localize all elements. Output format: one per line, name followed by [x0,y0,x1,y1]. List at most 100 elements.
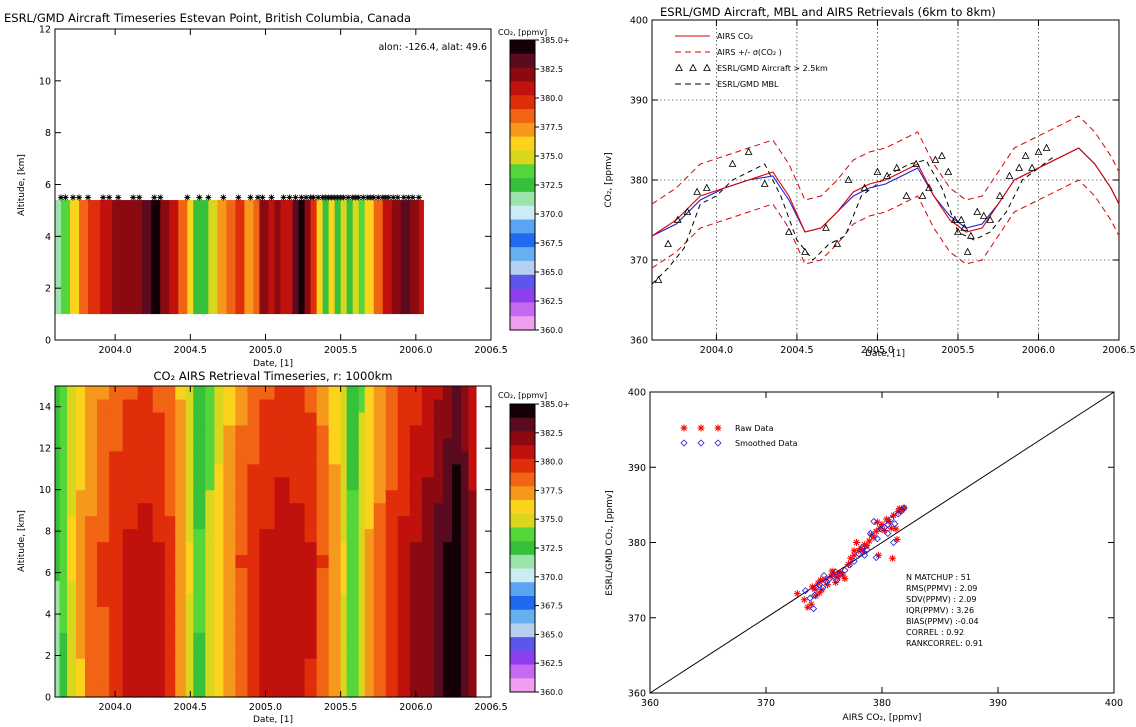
series-airs [651,147,1120,237]
heatmap-cell [235,476,249,491]
heatmap-cell [274,424,291,439]
heatmap-cell [55,502,61,517]
heatmap-cell [373,593,387,607]
colorbar-tick-label: 360.0 [540,326,563,335]
heatmap-cell [373,515,387,530]
heatmap-cell [421,424,435,439]
heatmap-cell [223,567,237,581]
heatmap-cell [421,671,435,685]
heatmap-cell [175,398,187,413]
heatmap-cell [346,632,360,646]
heatmap-cell [460,528,470,543]
legend-aircraft-swatch [675,63,711,71]
heatmap-cell [152,684,166,698]
flight-marker [157,194,164,201]
raw-point [893,535,901,543]
heatmap-cell [451,606,462,620]
heatmap-cell [346,593,360,607]
flight-marker [286,194,293,201]
heatmap-cell [67,671,77,685]
flight-marker [355,194,362,201]
panel3-xtick-label: 2004.5 [174,702,207,713]
smoothed-point [863,546,871,554]
colorbar-swatch [510,650,535,666]
panel4-xtick-label: 390 [989,698,1007,709]
heatmap-cell [358,489,366,504]
heatmap-cell [328,528,342,543]
heatmap-cell [59,606,68,620]
heatmap-column [310,200,318,315]
heatmap-cell [85,450,98,465]
heatmap-cell [364,437,375,452]
heatmap-cell [409,424,423,439]
colorbar-swatch [510,122,535,138]
raw-point [878,520,886,528]
heatmap-cell [137,580,154,594]
heatmap-cell [451,593,462,607]
heatmap-cell [193,386,206,400]
heatmap-cell [346,450,360,465]
heatmap-cell [235,463,249,478]
raw-point [812,592,820,600]
heatmap-cell [451,619,462,633]
heatmap-cell [137,658,154,672]
heatmap-cell [433,684,444,698]
heatmap-cell [235,541,249,556]
heatmap-cell [109,398,124,413]
heatmap-cell [289,515,306,530]
legend-triangle [675,63,683,71]
heatmap-cell [385,658,399,672]
smoothed-point [890,538,898,547]
colorbar-swatch [510,596,535,611]
heatmap-cell [185,398,194,413]
heatmap-cell [164,515,176,530]
heatmap-cell [259,554,276,569]
heatmap-cell [373,398,387,413]
smoothed-point [861,551,869,559]
heatmap-cell [409,502,423,517]
heatmap-cell [164,671,176,685]
heatmap-cell [235,580,249,594]
flight-marker [151,194,158,201]
heatmap-cell [358,567,366,581]
heatmap-cell [214,450,224,465]
raw-point [892,525,900,533]
heatmap-cell [247,502,261,517]
heatmap-cell [193,502,206,517]
heatmap-cell [205,515,215,530]
colorbar-tick-label: 375.0 [540,152,563,161]
heatmap-cell [274,671,291,685]
heatmap-cell [460,463,470,478]
heatmap-cell [397,386,411,400]
smoothed-point [873,535,881,543]
raw-point [847,554,855,562]
panel3-ytick-label: 8 [45,527,51,538]
heatmap-column [88,200,101,315]
heatmap-cell [205,476,215,491]
heatmap-cell [247,489,261,504]
heatmap-cell [235,450,249,465]
heatmap-cell [274,593,291,607]
heatmap-cell [274,619,291,633]
heatmap-cell [122,684,139,698]
heatmap-cell [193,658,206,672]
aircraft-point [1015,163,1024,171]
heatmap-cell [214,528,224,543]
panel3-ytick-label: 2 [45,651,51,662]
heatmap-cell [193,567,206,581]
heatmap-cell [164,463,176,478]
flight-marker [259,194,266,201]
heatmap-cell [185,476,194,491]
heatmap-cell [185,386,194,400]
heatmap-cell [460,411,470,426]
heatmap-cell [468,515,477,530]
heatmap-cell [193,515,206,530]
heatmap-cell [328,463,342,478]
heatmap-cell [175,593,187,607]
heatmap-column [178,200,188,315]
heatmap-cell [109,437,124,452]
raw-point [885,517,893,525]
heatmap-cell [346,411,360,426]
heatmap-cell [340,567,348,581]
flight-marker [292,194,299,201]
